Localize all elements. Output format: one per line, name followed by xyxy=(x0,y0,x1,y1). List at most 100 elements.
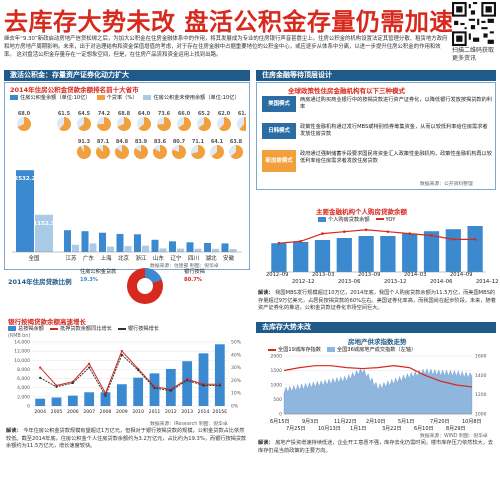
legend-item-inventory: 全国19城库存指数 xyxy=(268,346,321,353)
bar-mortgage xyxy=(84,392,95,406)
ratio-national-pie-label: 68.0 xyxy=(18,111,31,117)
line-yoy-point xyxy=(104,392,107,395)
bar-loan-balance xyxy=(445,229,461,272)
y-tick-label: 2,000 xyxy=(17,394,30,400)
bar-value: 1152.3 xyxy=(33,221,54,227)
x-tick-label: 2012–12 xyxy=(292,279,315,285)
ratio-row1-pie-label: 66.0 xyxy=(178,111,191,117)
qr-code[interactable] xyxy=(452,2,496,46)
chart4-note-label: 解读： xyxy=(258,290,274,296)
x-tick-label: 2013–12 xyxy=(384,279,407,285)
bar-unused xyxy=(212,248,219,252)
model-text-us: 两房通过购买商业银行中的按揭贷款进行资产证券化，以降低银行发放按揭贷款的利率 xyxy=(300,97,492,110)
ratio-row1-pie-slice xyxy=(178,117,192,131)
bar-balance xyxy=(151,239,159,252)
y-tick-label: 500 xyxy=(273,397,282,403)
bar-unused xyxy=(89,243,97,252)
bar-balance xyxy=(204,242,211,252)
chart2-pie-chart xyxy=(127,268,163,304)
y2-tick-label: 10% xyxy=(231,391,242,397)
pie-hole xyxy=(137,278,153,294)
x-tick-label: 2012 xyxy=(165,409,177,415)
legend-item-ratio: 个贷率（%） xyxy=(96,94,137,101)
x-tick-label: 2013–03 xyxy=(312,272,335,278)
bar-loan-balance xyxy=(293,242,309,272)
x-tick-label: 2015E xyxy=(213,409,228,415)
line-growth xyxy=(39,353,220,397)
chart5-legend: 全国19城库存指数 全国36城房地产成交指数（左轴） xyxy=(268,346,416,353)
left-note-text: 今年住房公积金贷款规模有望超过1万亿元，但相对于银行按揭贷款的规模，公积金贷款占… xyxy=(6,428,247,449)
y2-tick-label: 0% xyxy=(231,404,239,410)
y2-tick-label: 40% xyxy=(231,352,242,358)
ratio-row2-pie-slice xyxy=(134,145,148,159)
chart1-title: 2014年住房公积金贷款余额排名前十大省市 xyxy=(10,86,139,94)
bar-balance xyxy=(99,232,106,252)
bar-mortgage xyxy=(133,377,144,406)
ratio-row2-pie-slice xyxy=(77,145,91,159)
intro-paragraph-2: 这对盘活公积金存量存在一定想象空间，但是，在住房产品流和资金运用上找到出路。 xyxy=(16,52,222,58)
chart4-x-axis: 2012–09 2013–03 2013–09 2014–03 2014–09 2012–… xyxy=(262,272,498,286)
ratio-row1-pie-label: 64.5 xyxy=(78,111,91,117)
chart4-note-text: 我国MBS发行规模超过10万亿，2014年底，我国个人购房贷款余额为11.5万亿… xyxy=(258,290,496,311)
line-yoy-point xyxy=(277,241,281,245)
x-tick-label: 9月3日 xyxy=(302,419,319,425)
chart4-legend: 个人购房贷款余额 YOY xyxy=(318,216,395,223)
ratio-national-pie-slice xyxy=(17,117,31,131)
line-yoy-point xyxy=(39,366,42,369)
line-yoy xyxy=(278,229,476,244)
ratio-row1-pie-slice xyxy=(157,117,171,131)
ratio-row1-pie-slice xyxy=(117,117,131,131)
bar-balance xyxy=(16,170,34,252)
x-tick-label: 2014–09 xyxy=(450,272,473,278)
line-growth-point xyxy=(153,386,156,390)
bar-mortgage xyxy=(214,344,225,406)
line-yoy-point xyxy=(299,239,302,243)
ratio-row1-pie-slice xyxy=(59,117,71,131)
y2-tick-label: 20% xyxy=(231,378,242,384)
x-tick-label: 7月20日 xyxy=(430,419,450,425)
x-tick-label: 2009 xyxy=(116,409,128,415)
bar-unused xyxy=(194,248,202,252)
bar-balance xyxy=(64,230,71,252)
x-tick-label: 7月25日 xyxy=(286,426,306,432)
line-yoy-point xyxy=(88,362,91,365)
bar-unused xyxy=(35,214,53,252)
bar-unused xyxy=(229,249,237,252)
ratio-row1-pie-label: 64.0 xyxy=(138,111,151,117)
line-growth-point xyxy=(88,366,91,369)
line-yoy-point xyxy=(364,228,368,232)
model-text-sg: 政府通过强制储蓄手段要求国民将资金汇入政策性金融机构，政策性金融机构再以较低利率… xyxy=(300,151,492,164)
ratio-row1-pie-slice xyxy=(138,117,152,131)
legend-item-transactions: 全国36城房地产成交指数（左轴） xyxy=(326,346,416,353)
chart5-note: 解读： 房地产投资增速持续低迷，企业开工意愿不强，库存去化仍需时间。楼市库存压力… xyxy=(258,440,496,455)
x-tick-label: 10月8日 xyxy=(462,419,482,425)
ratio-row1-pie-slice xyxy=(97,117,112,131)
ratio-row1-pie-label: 73.6 xyxy=(158,111,171,117)
bar-mortgage xyxy=(149,373,160,406)
bar-mortgage xyxy=(165,368,176,406)
right-section-header: 住房金融等待顶层设计 xyxy=(256,70,496,81)
x-tick-label: 全国 xyxy=(28,254,40,262)
y-tick-label: 10,000 xyxy=(14,358,30,364)
bar-mortgage xyxy=(35,398,46,406)
bar-mortgage xyxy=(182,361,193,406)
ratio-row2-pie-slice xyxy=(211,145,225,159)
y-tick-label: 4,000 xyxy=(17,385,30,391)
x-tick-label: 6月10日 xyxy=(414,426,434,432)
ratio-row2-pie-label: 83.9 xyxy=(135,139,148,145)
line-yoy-point xyxy=(386,230,390,233)
model-label-us: 美国模式 xyxy=(262,96,296,112)
ratio-row1-pie-label: 61.4 xyxy=(238,111,246,117)
bar-unused xyxy=(124,246,132,252)
y-tick-label: 6,000 xyxy=(17,376,30,382)
right-section-header-2: 去库存大势未改 xyxy=(256,322,496,333)
line-yoy xyxy=(39,350,220,395)
models-subtitle: 全球政策性住房金融机构有以下三种模式 xyxy=(288,87,405,95)
model-label-jk: 日韩模式 xyxy=(262,123,296,139)
ratio-row2-pie-label: 80.7 xyxy=(173,139,186,145)
ratio-row2-pie-slice xyxy=(96,145,111,159)
line-growth-point xyxy=(104,394,107,397)
legend-item-yoy: 抵押贷款余额同比增长 xyxy=(49,325,112,332)
x-tick-label: 2011 xyxy=(149,409,161,415)
bar-loan-balance xyxy=(336,238,352,272)
